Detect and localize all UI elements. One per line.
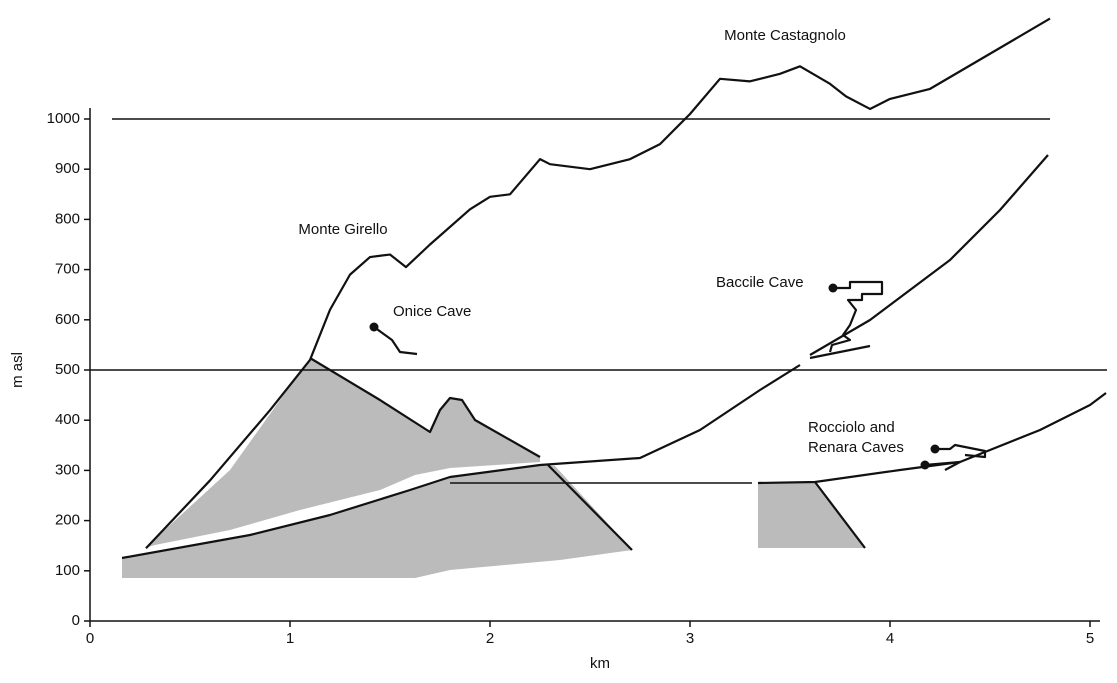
cave-entrance — [829, 284, 838, 293]
y-tick-label: 800 — [55, 210, 80, 227]
y-tick-label: 300 — [55, 461, 80, 478]
y-tick-label: 400 — [55, 411, 80, 428]
x-tick-label: 0 — [86, 630, 94, 647]
annotation: Monte Castagnolo — [724, 27, 846, 44]
annotation: Renara Caves — [808, 439, 904, 456]
fault-line — [810, 346, 870, 358]
chart: km m asl Monte Castagnolo Monte Girello … — [0, 0, 1117, 678]
cave-passage — [374, 327, 417, 354]
cave-entrance — [370, 323, 379, 332]
y-tick-label: 0 — [72, 612, 80, 629]
y-tick-label: 700 — [55, 261, 80, 278]
y-tick-label: 600 — [55, 311, 80, 328]
y-axis-label: m asl — [9, 352, 26, 388]
y-tick-label: 100 — [55, 562, 80, 579]
x-axis-label: km — [590, 655, 610, 672]
annotation: Baccile Cave — [716, 274, 804, 291]
y-tick-label: 500 — [55, 361, 80, 378]
annotation: Onice Cave — [393, 303, 471, 320]
y-tick-label: 1000 — [47, 110, 80, 127]
x-tick-label: 2 — [486, 630, 494, 647]
x-tick-label: 1 — [286, 630, 294, 647]
x-tick-label: 4 — [886, 630, 894, 647]
y-tick-label: 200 — [55, 512, 80, 529]
cave-entrance — [921, 461, 930, 470]
page: {"chart_data": {"type": "line", "xlabel"… — [0, 0, 1117, 683]
y-tick-label: 900 — [55, 160, 80, 177]
x-tick-label: 3 — [686, 630, 694, 647]
annotation: Monte Girello — [298, 221, 387, 238]
x-tick-label: 5 — [1086, 630, 1094, 647]
cave-entrance — [931, 445, 940, 454]
rock-body — [758, 482, 865, 548]
annotation: Rocciolo and — [808, 419, 895, 436]
